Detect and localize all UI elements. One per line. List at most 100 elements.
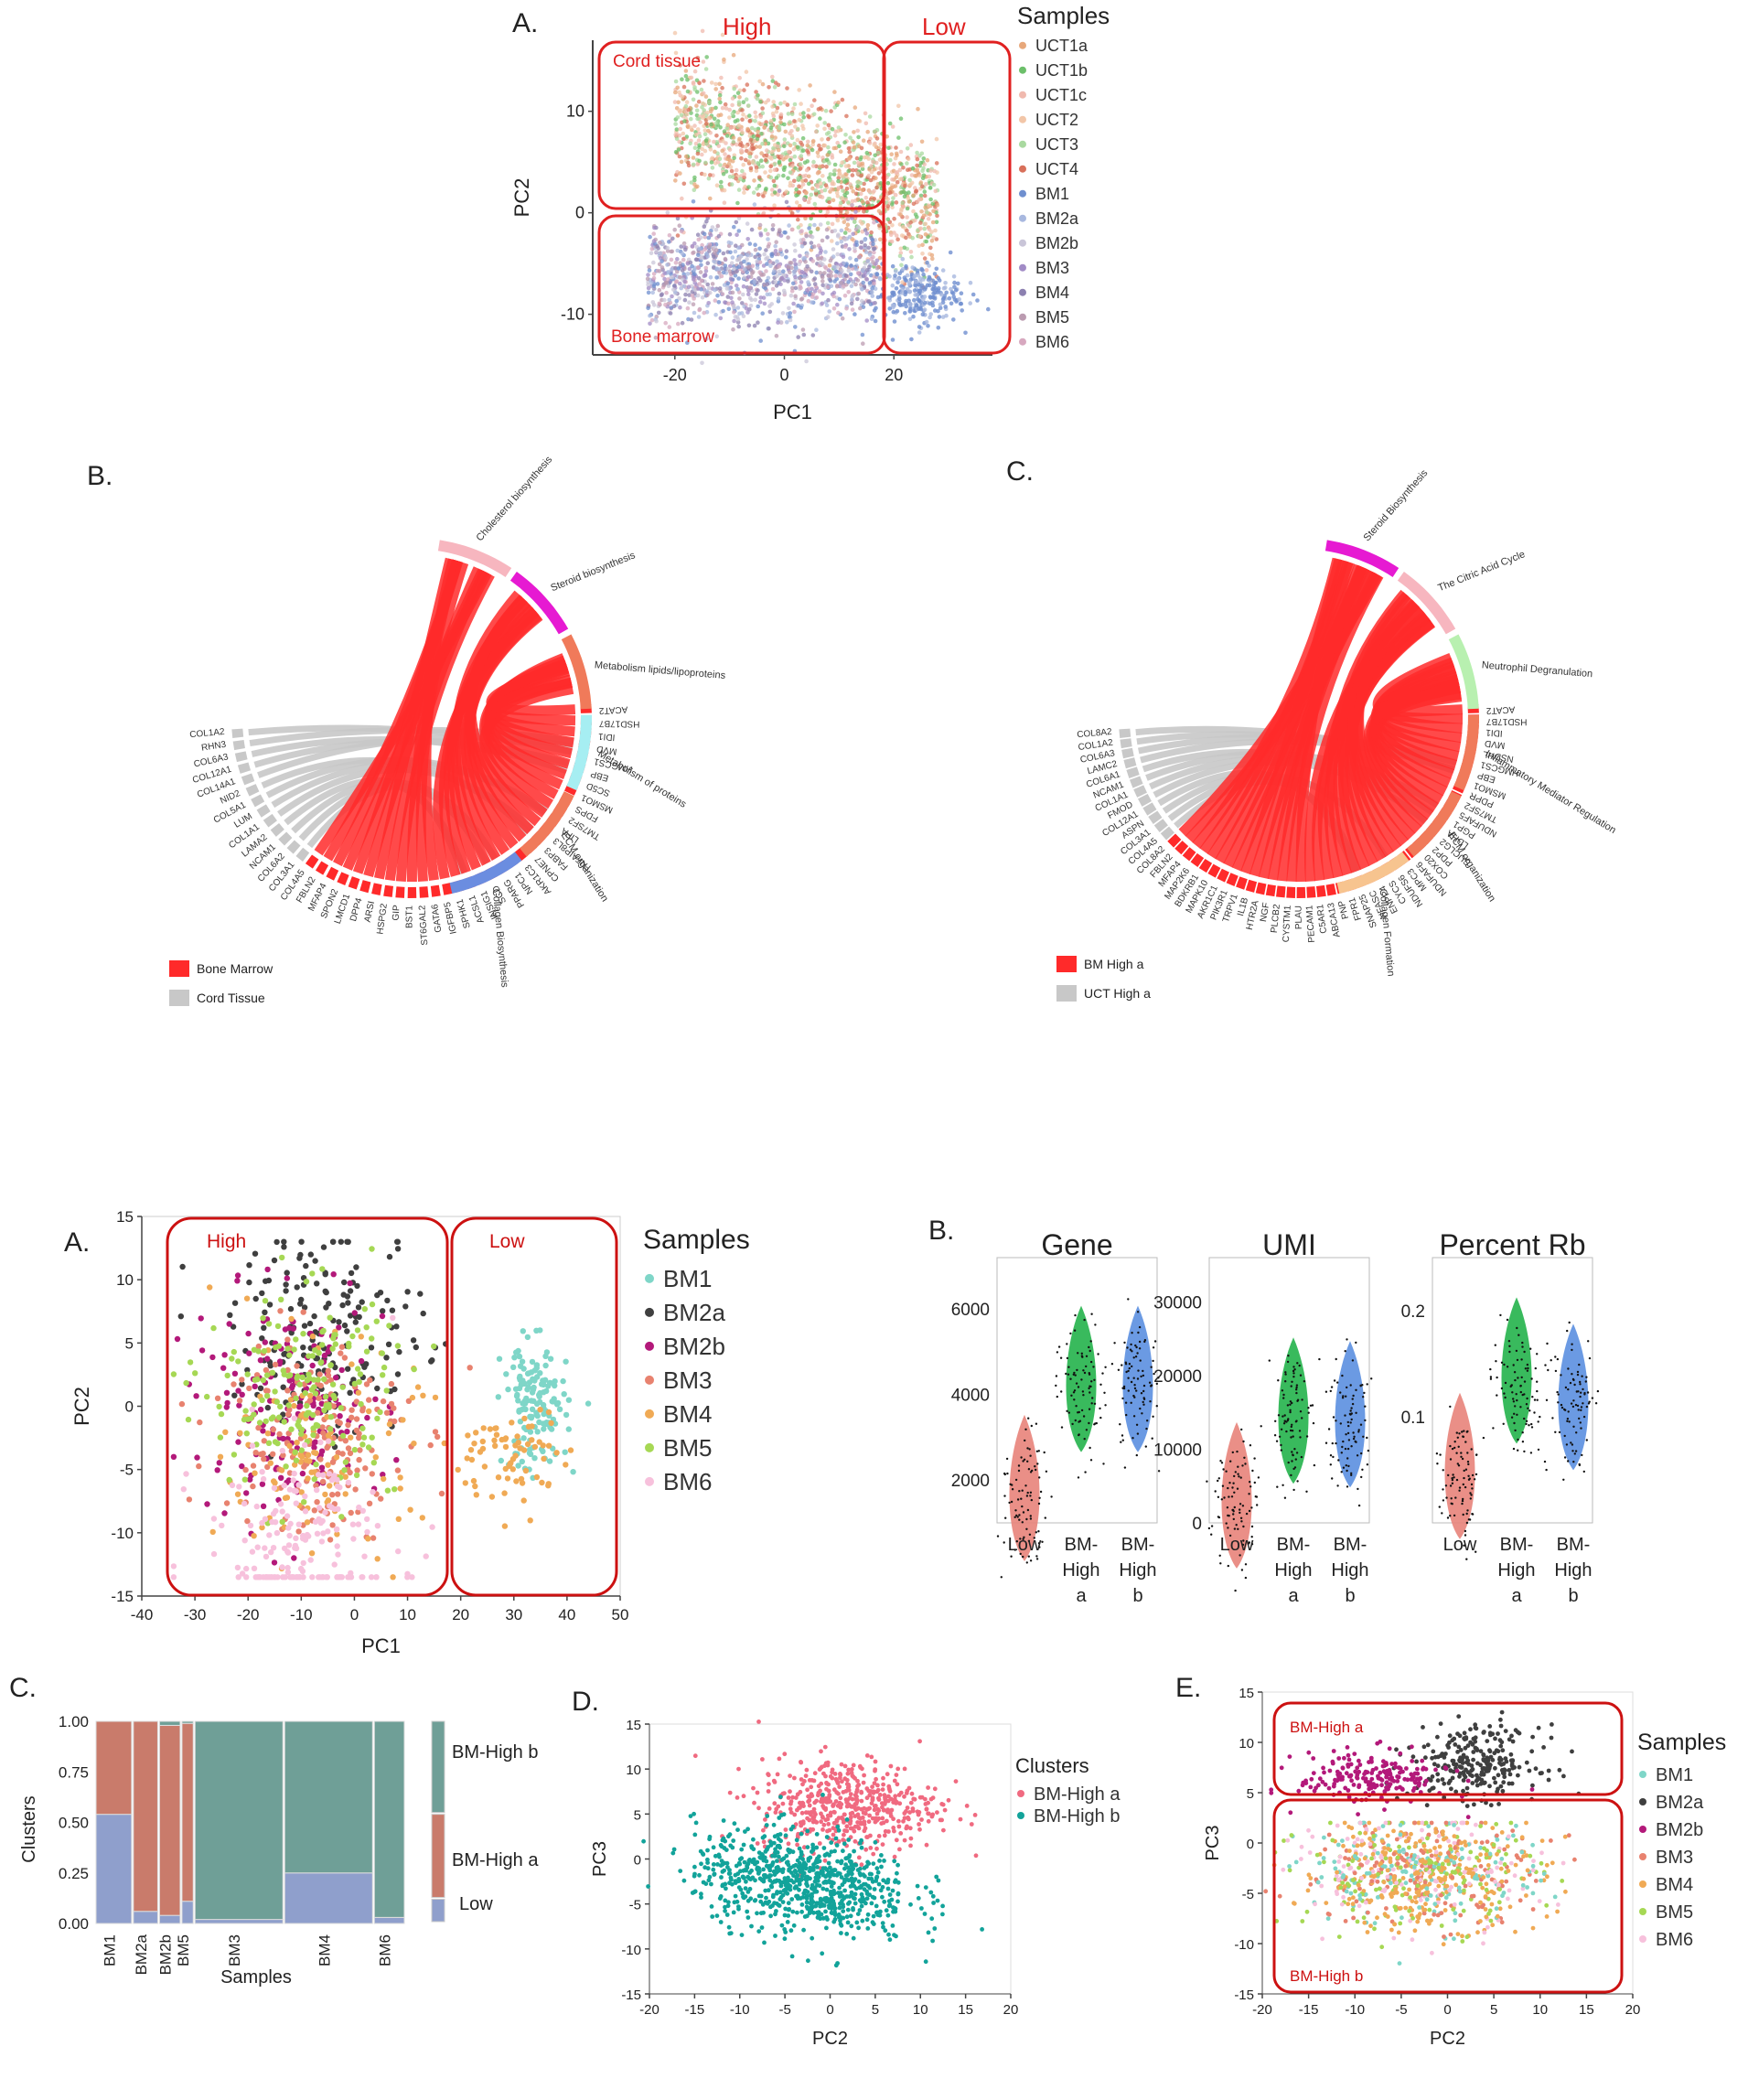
scatter-point [742,259,746,264]
scatter-point [310,1431,316,1439]
scatter-point [951,274,957,279]
scatter-point [300,1559,306,1567]
scatter-point [385,1341,392,1348]
scatter-point [898,212,903,218]
scatter-point [277,1403,284,1410]
jitter-point [1239,1511,1241,1515]
fig1-b-letter: B. [87,461,113,491]
chord-ribbon [1375,691,1464,717]
scatter-point [316,1395,322,1401]
scatter-point [931,235,936,241]
scatter-point [386,1420,393,1428]
scatter-point [903,292,907,297]
scatter-point [870,294,875,298]
jitter-point [1069,1377,1072,1380]
scatter-point [924,268,929,273]
scatter-point [706,115,711,121]
scatter-point [850,198,855,204]
scatter-point [874,160,879,166]
scatter-point [349,1407,355,1413]
scatter-point [429,1524,435,1530]
jitter-point [1235,1524,1238,1527]
scatter-point [286,1352,293,1358]
scatter-point [283,1288,289,1294]
jitter-point [1249,1485,1252,1488]
scatter-point [685,305,691,311]
scatter-point [529,1389,536,1396]
jitter-point [1157,1377,1160,1379]
scatter-point [336,1324,342,1331]
scatter-point [829,109,833,113]
scatter-point [339,1432,347,1440]
scatter-point [775,105,780,111]
jitter-point [1022,1555,1024,1559]
scatter-point [326,1438,332,1444]
scatter-point [824,227,830,232]
jitter-point [1210,1525,1214,1527]
scatter-point [694,103,699,108]
scatter-point [345,1300,351,1306]
scatter-point [835,252,840,257]
jitter-point [1035,1558,1039,1560]
scatter-point [324,1444,330,1452]
scatter-point [721,171,726,177]
jitter-point [1142,1398,1146,1401]
jitter-point [1029,1559,1033,1562]
scatter-point [801,256,806,261]
scatter-point [747,241,753,246]
gene-segment [1226,873,1239,886]
scatter-point [720,105,725,111]
jitter-point [1011,1488,1014,1491]
scatter-point [805,159,810,164]
scatter-point [910,235,915,241]
scatter-point [938,305,943,311]
scatter-point [931,209,936,214]
scatter-point [814,270,820,275]
scatter-point [533,1362,540,1369]
scatter-point [776,252,781,257]
jitter-point [1243,1456,1246,1460]
jitter-point [1088,1349,1091,1353]
scatter-point [755,187,759,191]
scatter-point [360,1434,368,1441]
scatter-point [737,296,742,301]
scatter-point [239,1391,245,1398]
scatter-point [869,230,874,235]
x-tick-label: -20 [663,366,687,384]
scatter-point [909,173,915,177]
scatter-point [774,284,779,288]
jitter-point [1113,1342,1116,1345]
scatter-point [803,178,809,183]
scatter-point [874,176,878,180]
jitter-point [1121,1434,1124,1437]
scatter-point [822,257,827,262]
x-tick-label: -20 [237,1606,260,1623]
scatter-point [772,183,777,188]
jitter-point [1284,1371,1287,1374]
scatter-point [768,263,773,269]
jitter-point [1027,1468,1031,1471]
jitter-point [1083,1318,1086,1322]
scatter-point [851,189,855,194]
scatter-point [378,1495,384,1502]
term-segment [1448,634,1479,710]
scatter-point [825,153,830,157]
scatter-point [836,125,842,130]
scatter-point [799,102,803,106]
jitter-point [1023,1458,1026,1462]
jitter-point [1085,1429,1088,1431]
scatter-point [922,226,927,231]
scatter-point [319,1266,326,1272]
scatter-point [270,1426,276,1433]
scatter-point [262,1298,269,1304]
scatter-point [874,136,880,141]
scatter-point [724,141,728,145]
jitter-point [1041,1540,1044,1544]
jitter-point [1006,1472,1009,1475]
scatter-point [270,1451,276,1458]
jitter-point [1110,1363,1114,1366]
scatter-point [753,254,757,260]
scatter-point [842,230,848,235]
scatter-point [928,276,932,281]
scatter-point [855,224,861,230]
